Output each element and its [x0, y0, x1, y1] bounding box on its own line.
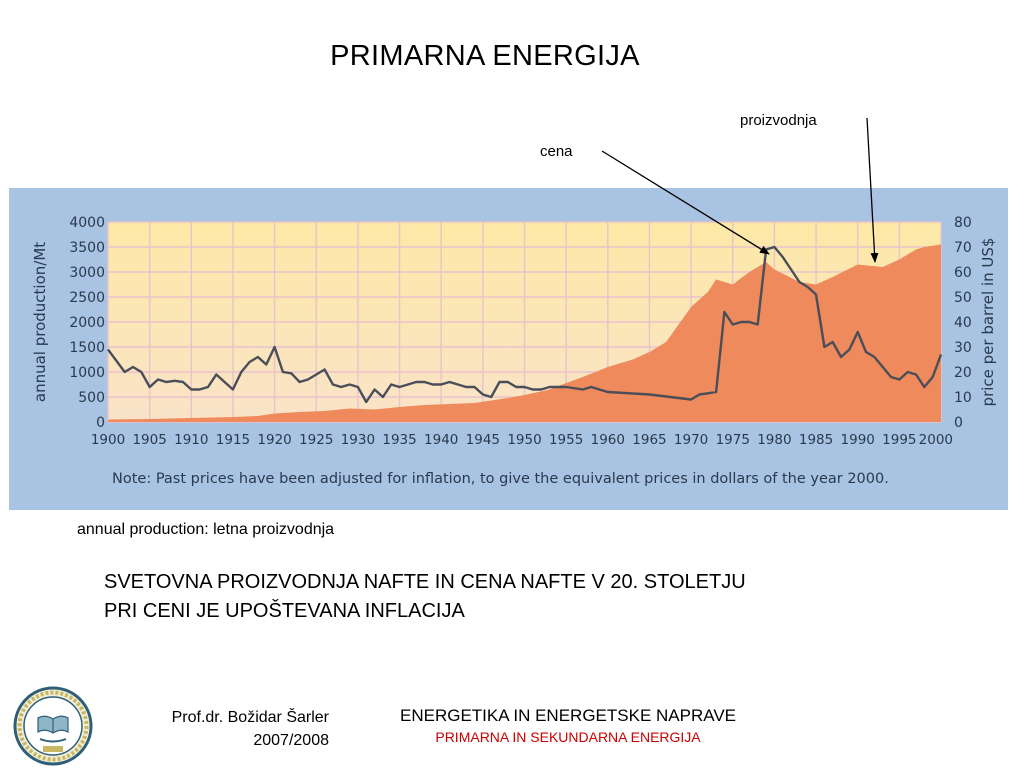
x-tick-label: 1920	[257, 432, 291, 448]
x-tick-label: 2000	[919, 432, 953, 448]
series-cena-line	[107, 245, 943, 404]
y-tick-label: 0	[96, 415, 105, 431]
x-tick-label: 1915	[216, 432, 250, 448]
x-tick-label: 1905	[132, 432, 166, 448]
y2-tick-label: 30	[954, 340, 972, 356]
x-tick-label: 1950	[507, 432, 541, 448]
author-year: 2007/2008	[253, 732, 329, 749]
x-tick-label: 1975	[716, 432, 750, 448]
y2-axis-title: price per barrel in US$	[979, 238, 997, 407]
y-tick-label: 2000	[69, 315, 105, 331]
x-tick-label: 1945	[466, 432, 500, 448]
heading-line-1: SVETOVNA PROIZVODNJA NAFTE IN CENA NAFTE…	[104, 571, 746, 593]
y2-tick-label: 50	[954, 290, 972, 306]
course-title: ENERGETIKA IN ENERGETSKE NAPRAVE	[400, 706, 736, 725]
x-tick-label: 1925	[299, 432, 333, 448]
y2-tick-label: 10	[954, 390, 972, 406]
y2-tick-label: 0	[954, 415, 963, 431]
y-tick-label: 500	[78, 390, 105, 406]
x-tick-label: 1980	[757, 432, 791, 448]
x-tick-label: 1900	[91, 432, 125, 448]
callout-cena: cena	[540, 143, 573, 160]
series-proizvodnja-area	[108, 244, 941, 422]
course-block: ENERGETIKA IN ENERGETSKE NAPRAVE PRIMARN…	[340, 706, 796, 745]
y2-tick-label: 40	[954, 315, 972, 331]
y2-tick-label: 80	[954, 215, 972, 231]
x-tick-label: 1930	[341, 432, 375, 448]
heading-line-2: PRI CENI JE UPOŠTEVANA INFLACIJA	[104, 600, 465, 622]
y2-tick-label: 60	[954, 265, 972, 281]
y-tick-label: 4000	[69, 215, 105, 231]
x-tick-label: 1955	[549, 432, 583, 448]
callout-proizvodnja: proizvodnja	[740, 112, 817, 129]
chart-panel: 0 500 1000 1500 2000 2500 3000 3500 4000 0 10 20 30 4…	[9, 188, 1008, 510]
y-tick-label: 3000	[69, 265, 105, 281]
author-name: Prof.dr. Božidar Šarler	[171, 709, 329, 726]
x-tick-label: 1935	[382, 432, 416, 448]
x-tick-label: 1970	[674, 432, 708, 448]
y2-tick-label: 20	[954, 365, 972, 381]
oil-chart: 0 500 1000 1500 2000 2500 3000 3500 4000 0 10 20 30 4…	[31, 215, 997, 487]
chart-note: Note: Past prices have been adjusted for…	[112, 471, 889, 487]
y-axis-title: annual production/Mt	[31, 242, 49, 402]
y-tick-label: 3500	[69, 240, 105, 256]
y2-tick-label: 70	[954, 240, 972, 256]
slide-heading: SVETOVNA PROIZVODNJA NAFTE IN CENA NAFTE…	[104, 568, 746, 626]
y-tick-label: 2500	[69, 290, 105, 306]
x-tick-label: 1940	[424, 432, 458, 448]
slide-title: PRIMARNA ENERGIJA	[330, 40, 640, 72]
translation-note: annual production: letna proizvodnja	[77, 521, 335, 538]
y-tick-label: 1500	[69, 340, 105, 356]
course-subtitle: PRIMARNA IN SEKUNDARNA ENERGIJA	[435, 729, 701, 745]
x-tick-label: 1965	[632, 432, 666, 448]
x-tick-label: 1910	[174, 432, 208, 448]
x-tick-label: 1995	[882, 432, 916, 448]
x-tick-label: 1990	[841, 432, 875, 448]
university-seal-logo	[13, 686, 93, 766]
y-tick-label: 1000	[69, 365, 105, 381]
x-tick-label: 1985	[799, 432, 833, 448]
author-block: Prof.dr. Božidar Šarler 2007/2008	[172, 706, 329, 752]
x-tick-label: 1960	[591, 432, 625, 448]
